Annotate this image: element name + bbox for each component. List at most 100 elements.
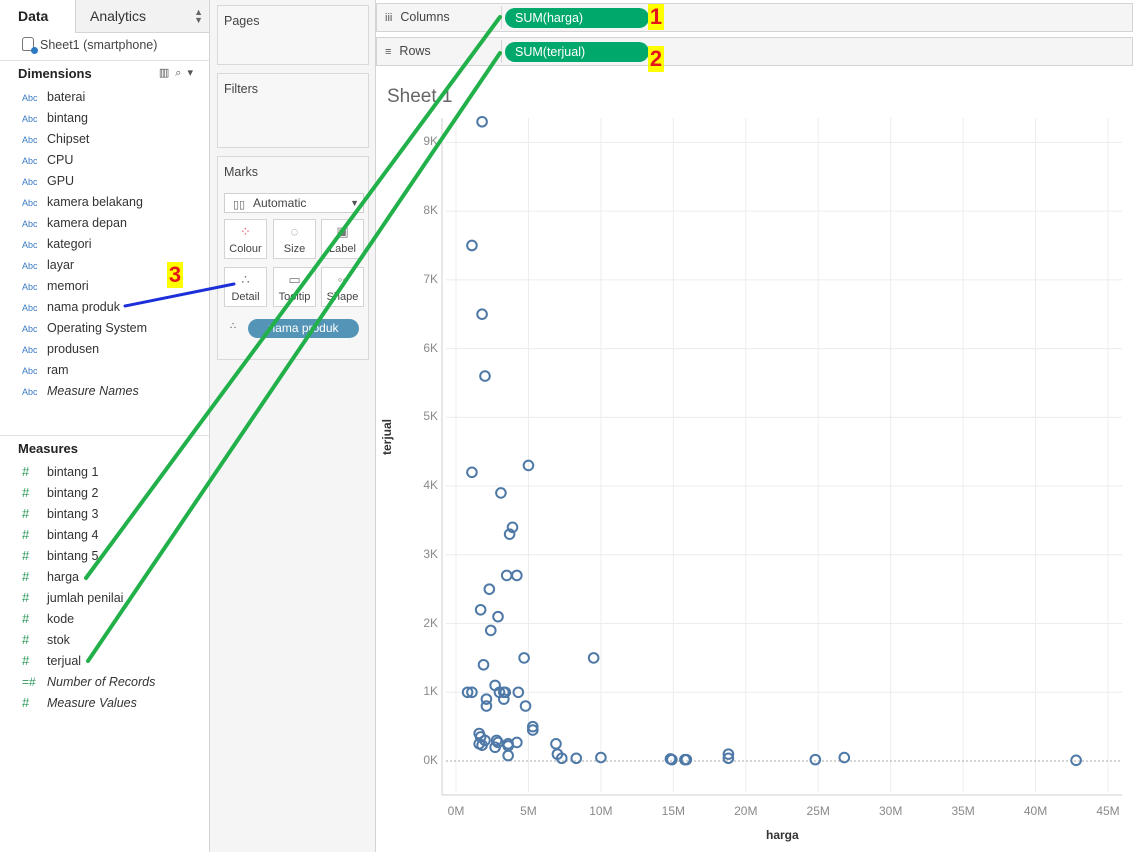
- dimension-field[interactable]: Abc Operating System: [22, 318, 147, 338]
- divider: [0, 435, 209, 436]
- dimension-field[interactable]: Abc GPU: [22, 171, 74, 191]
- x-tick-label: 10M: [589, 804, 613, 818]
- size-icon: ◌: [290, 224, 299, 239]
- rows-pill[interactable]: SUM(terjual): [505, 42, 649, 62]
- x-tick-label: 0M: [447, 804, 465, 818]
- dimension-field-label: kategori: [47, 237, 92, 251]
- measure-field[interactable]: =# Number of Records: [22, 672, 155, 692]
- menu-dropdown-icon[interactable]: ▾: [187, 67, 199, 79]
- string-type-icon: Abc: [22, 282, 38, 292]
- mark-type-value: Automatic: [253, 196, 307, 210]
- pages-title: Pages: [224, 14, 260, 28]
- string-type-icon: Abc: [22, 219, 38, 229]
- annotation-number-2: 2: [648, 46, 664, 72]
- scatter-point: [490, 734, 503, 747]
- tab-analytics[interactable]: Analytics: [90, 8, 147, 24]
- dimension-field[interactable]: Abc kamera belakang: [22, 192, 143, 212]
- size-button[interactable]: ◌ Size: [273, 219, 316, 259]
- string-type-icon: Abc: [22, 114, 38, 124]
- scatter-point: [555, 752, 568, 765]
- scatter-point: [502, 740, 514, 752]
- measure-field[interactable]: # kode: [22, 609, 74, 629]
- tooltip-button[interactable]: ▭ Tooltip: [273, 267, 316, 307]
- measure-field[interactable]: # stok: [22, 630, 70, 650]
- string-type-icon: Abc: [22, 156, 38, 166]
- scatter-point: [461, 686, 474, 699]
- y-axis-label[interactable]: terjual: [380, 418, 394, 455]
- scatter-point: [526, 720, 539, 733]
- filters-card[interactable]: Filters: [217, 73, 369, 148]
- string-type-icon: Abc: [22, 198, 38, 208]
- dimension-field[interactable]: Abc layar: [22, 255, 74, 275]
- data-pane: Data Analytics ▲ ▼ Sheet1 (smartphone) Di…: [0, 0, 210, 852]
- dimension-field-label: Chipset: [47, 132, 90, 146]
- string-type-icon: Abc: [22, 135, 38, 145]
- dimension-field[interactable]: Abc Measure Names: [22, 381, 139, 401]
- label-button[interactable]: ▣ Label: [321, 219, 364, 259]
- measure-field[interactable]: # bintang 3: [22, 504, 98, 524]
- dimension-field[interactable]: Abc bintang: [22, 108, 88, 128]
- shape-label: Shape: [326, 291, 359, 303]
- marks-title: Marks: [224, 165, 259, 179]
- dimension-field-label: layar: [47, 258, 75, 272]
- string-type-icon: Abc: [22, 93, 38, 103]
- dimension-field[interactable]: Abc kategori: [22, 234, 91, 254]
- measure-field[interactable]: # terjual: [22, 651, 81, 671]
- dimensions-tools[interactable]: ▥⌕▾: [159, 66, 199, 80]
- string-type-icon: Abc: [22, 240, 38, 250]
- dimension-field[interactable]: Abc ram: [22, 360, 69, 380]
- scatter-point: [493, 686, 506, 699]
- dimension-field[interactable]: Abc kamera depan: [22, 213, 127, 233]
- measure-field[interactable]: # bintang 4: [22, 525, 98, 545]
- colour-button[interactable]: ⁘ Colour: [224, 219, 267, 259]
- scatter-point: [489, 679, 501, 692]
- list-view-icon[interactable]: ▥: [158, 67, 176, 79]
- tab-data[interactable]: Data: [0, 0, 76, 33]
- measure-field[interactable]: # bintang 1: [22, 462, 98, 482]
- y-tick-label: 2K: [423, 615, 438, 630]
- dimension-field[interactable]: Abc nama produk: [22, 297, 120, 317]
- pane-tabbar: Data Analytics ▲ ▼: [0, 0, 209, 33]
- detail-button[interactable]: ∴ Detail: [224, 267, 267, 307]
- y-tick-label: 0K: [423, 753, 438, 767]
- detail-dots-icon: ∴: [230, 321, 237, 332]
- columns-shelf[interactable]: iii Columns SUM(harga): [376, 3, 1133, 32]
- measure-field[interactable]: # Measure Values: [22, 693, 137, 713]
- measure-field[interactable]: # bintang 2: [22, 483, 98, 503]
- dimension-field[interactable]: Abc produsen: [22, 339, 99, 359]
- x-axis-label[interactable]: harga: [766, 828, 799, 842]
- scatter-point: [479, 370, 491, 382]
- dimension-field[interactable]: Abc Chipset: [22, 129, 89, 149]
- shape-button[interactable]: ◦◦ Shape: [321, 267, 364, 307]
- measure-field-label: bintang 5: [47, 549, 99, 563]
- columns-pill[interactable]: SUM(harga): [505, 8, 649, 28]
- dimension-field-label: bintang: [47, 111, 89, 125]
- dimension-field[interactable]: Abc memori: [22, 276, 89, 296]
- y-tick-label: 9K: [423, 134, 438, 149]
- dimension-field-label: Operating System: [47, 321, 148, 335]
- tab-scroll-arrows-icon[interactable]: ▲ ▼: [194, 7, 203, 25]
- search-icon[interactable]: ⌕: [175, 67, 188, 79]
- scatter-point: [480, 693, 493, 705]
- dimension-field-label: ram: [47, 363, 69, 377]
- y-tick-label: 6K: [423, 340, 438, 355]
- measure-field[interactable]: # jumlah penilai: [22, 588, 123, 608]
- datasource-item[interactable]: Sheet1 (smartphone): [22, 37, 158, 54]
- dimension-field[interactable]: Abc CPU: [22, 150, 73, 170]
- dimension-field[interactable]: Abc baterai: [22, 87, 85, 107]
- pages-card[interactable]: Pages: [217, 5, 369, 65]
- dimension-field-label: kamera depan: [47, 216, 127, 230]
- detail-pill-nama-produk[interactable]: nama produk: [248, 319, 359, 338]
- detail-label: Detail: [231, 291, 260, 303]
- dimension-field-label: Measure Names: [47, 384, 139, 398]
- y-tick-label: 5K: [423, 409, 438, 424]
- mark-type-select[interactable]: ▯▯ Automatic ▼: [224, 193, 364, 213]
- measure-field[interactable]: # bintang 5: [22, 546, 98, 566]
- sheet-title[interactable]: Sheet 1: [387, 86, 453, 107]
- measure-field[interactable]: # harga: [22, 567, 79, 587]
- divider: [0, 60, 209, 61]
- measure-field-label: Number of Records: [47, 675, 156, 689]
- datasource-label: Sheet1 (smartphone): [40, 38, 158, 52]
- rows-shelf[interactable]: ≡ Rows SUM(terjual): [376, 37, 1133, 66]
- shelf-divider: [501, 6, 502, 29]
